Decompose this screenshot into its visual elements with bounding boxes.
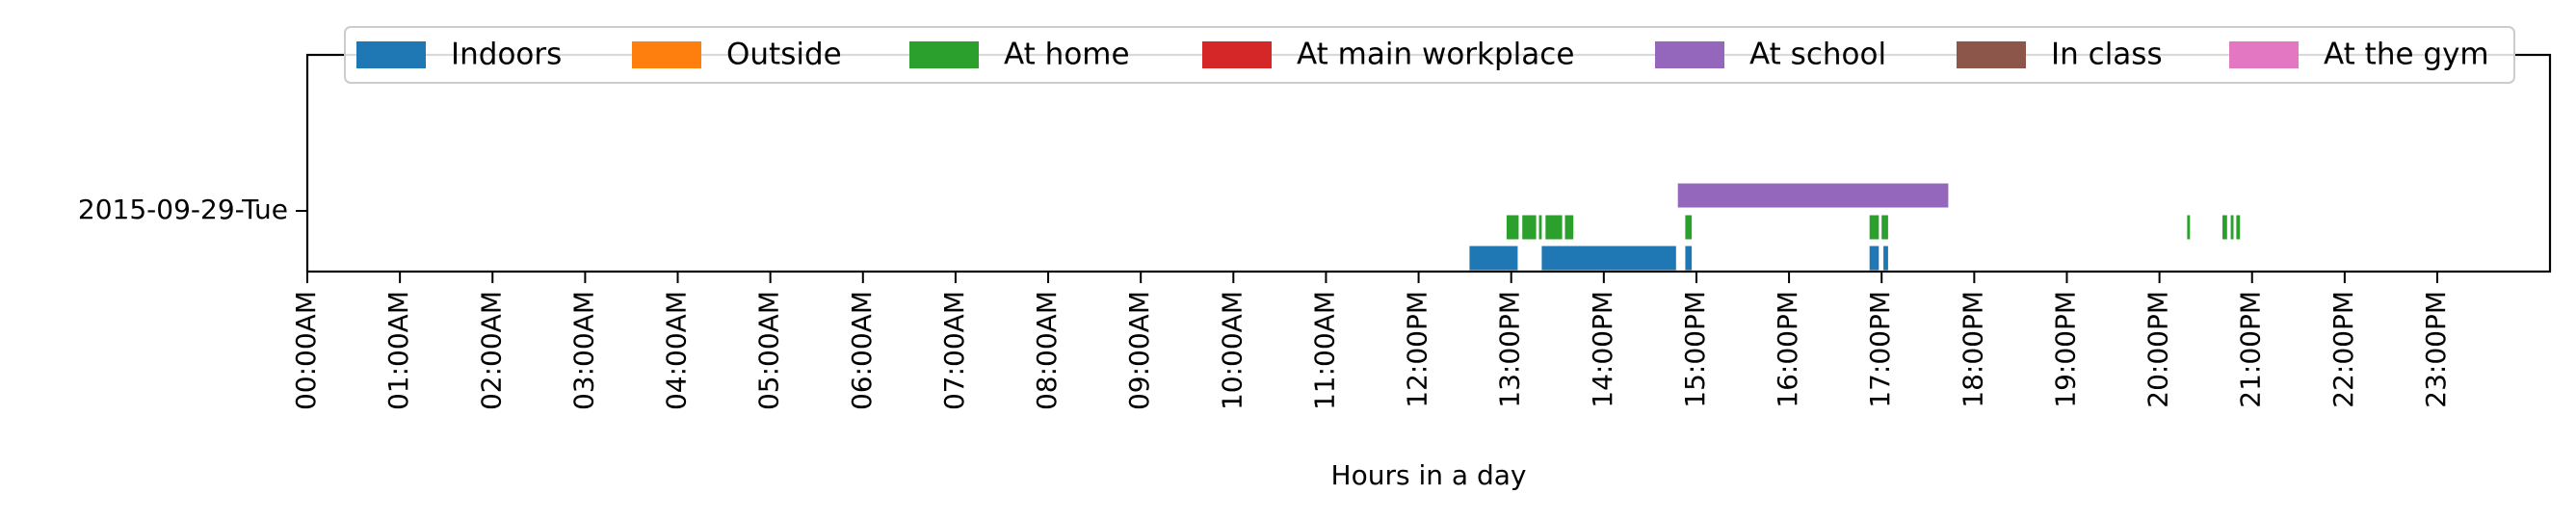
x-tick-label-22: 22:00PM: [2327, 291, 2359, 408]
legend-swatch-at-home: [909, 41, 979, 68]
bar-at-home-4: [1564, 215, 1574, 240]
legend-label-outside: Outside: [726, 38, 842, 72]
plot-area: [305, 53, 2552, 273]
plot-frame: [305, 53, 2552, 273]
x-tick-label-4: 04:00AM: [661, 291, 693, 410]
x-tick-label-21: 21:00PM: [2235, 291, 2267, 408]
legend-swatch-outside: [632, 41, 701, 68]
x-tick-label-7: 07:00AM: [938, 291, 970, 410]
bar-at-home-1: [1522, 215, 1537, 240]
x-tick-label-16: 16:00PM: [1772, 291, 1803, 408]
legend-swatch-at-main-workplace: [1202, 41, 1272, 68]
y-axis: 2015-09-29-Tue: [78, 194, 307, 225]
bar-at-home-8: [2187, 215, 2191, 240]
x-tick-label-0: 00:00AM: [290, 291, 322, 410]
x-axis-label: Hours in a day: [1331, 459, 1527, 491]
legend-label-at-home: At home: [1004, 38, 1130, 72]
bar-at-home-11: [2236, 215, 2241, 240]
legend-label-at-school: At school: [1749, 38, 1886, 72]
x-tick-label-20: 20:00PM: [2142, 291, 2174, 408]
x-tick-label-5: 05:00AM: [753, 291, 785, 410]
x-tick-label-11: 11:00AM: [1308, 291, 1340, 410]
bar-at-home-5: [1685, 215, 1693, 240]
x-tick-label-3: 03:00AM: [567, 291, 599, 410]
legend-swatch-at-school: [1655, 41, 1724, 68]
x-tick-label-23: 23:00PM: [2420, 291, 2452, 408]
legend-swatch-indoors: [356, 41, 426, 68]
y-tick-label-0: 2015-09-29-Tue: [78, 194, 288, 225]
x-tick-label-2: 02:00AM: [475, 291, 507, 410]
x-tick-label-14: 14:00PM: [1587, 291, 1618, 408]
x-tick-label-18: 18:00PM: [1957, 291, 1988, 408]
x-axis: 00:00AM 01:00AM 02:00AM 03:00AM 04:00AM 05:00…: [290, 272, 2452, 410]
bar-at-home-2: [1538, 215, 1542, 240]
bar-at-school-0: [1677, 183, 1949, 208]
legend-swatch-at-the-gym: [2229, 41, 2299, 68]
legend-label-at-main-workplace: At main workplace: [1297, 38, 1574, 72]
x-tick-label-1: 01:00AM: [382, 291, 414, 410]
x-tick-label-6: 06:00AM: [846, 291, 878, 410]
x-tick-label-15: 15:00PM: [1679, 291, 1711, 408]
bar-at-home-7: [1881, 215, 1888, 240]
bar-indoors-1: [1541, 246, 1676, 271]
bar-at-home-10: [2230, 215, 2234, 240]
bar-indoors-4: [1883, 246, 1888, 271]
x-tick-label-17: 17:00PM: [1864, 291, 1896, 408]
bar-indoors-0: [1469, 246, 1518, 271]
x-tick-label-10: 10:00AM: [1216, 291, 1248, 410]
bar-indoors-2: [1685, 246, 1693, 271]
x-tick-label-8: 08:00AM: [1031, 291, 1063, 410]
bar-at-home-9: [2222, 215, 2227, 240]
bar-at-home-6: [1869, 215, 1879, 240]
legend-label-in-class: In class: [2051, 38, 2163, 72]
bar-indoors-3: [1869, 246, 1879, 271]
x-tick-label-12: 12:00PM: [1402, 291, 1433, 408]
x-tick-label-13: 13:00PM: [1494, 291, 1526, 408]
legend-label-at-the-gym: At the gym: [2324, 38, 2489, 72]
legend: Indoors Outside At home At main workplace At…: [344, 26, 2515, 84]
bar-at-home-0: [1506, 215, 1519, 240]
x-tick-label-9: 09:00AM: [1123, 291, 1155, 410]
legend-label-indoors: Indoors: [451, 38, 562, 72]
bar-at-home-3: [1545, 215, 1563, 240]
legend-frame: [344, 26, 2515, 84]
legend-swatch-in-class: [1957, 41, 2026, 68]
x-tick-label-19: 19:00PM: [2049, 291, 2081, 408]
